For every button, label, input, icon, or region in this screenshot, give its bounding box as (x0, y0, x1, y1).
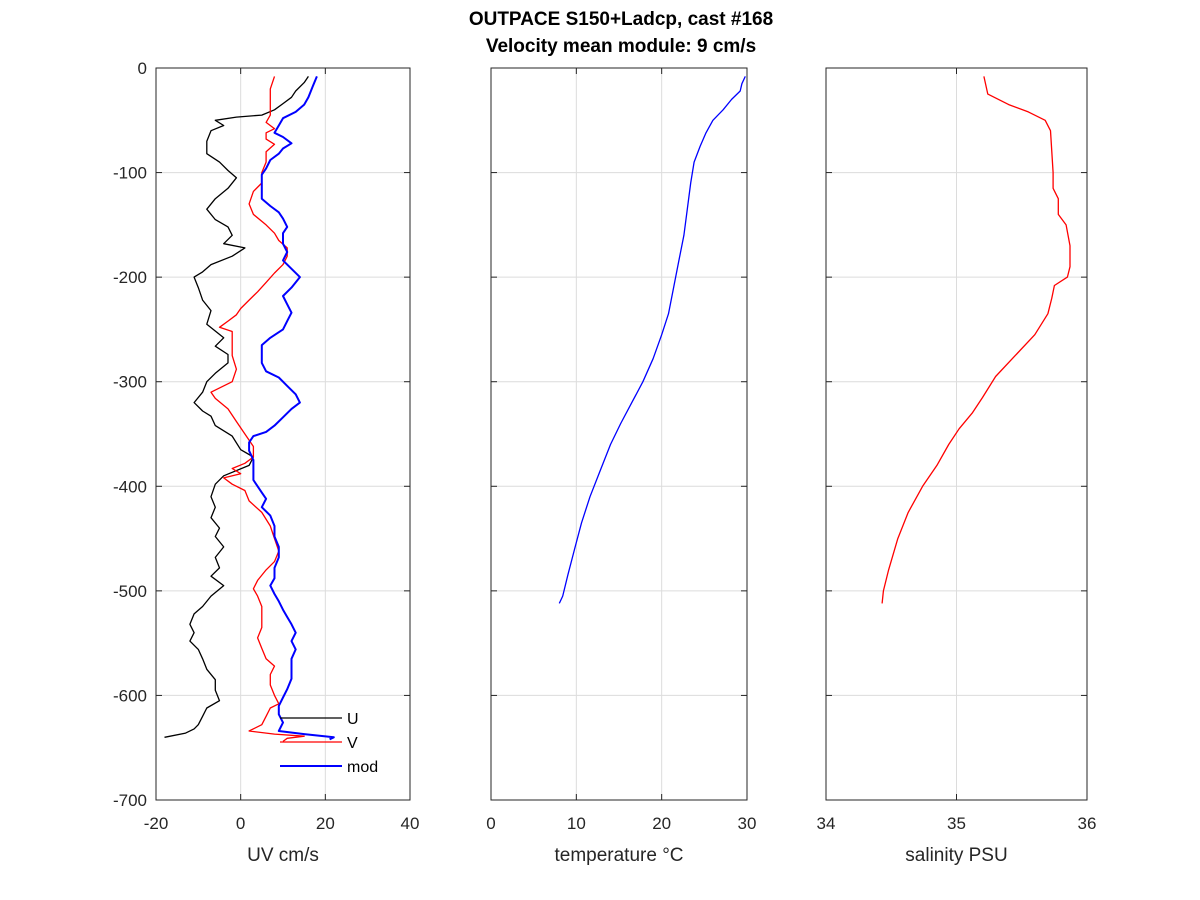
x-tick-label: 30 (738, 814, 757, 833)
series-line-u (164, 76, 309, 738)
axes-box (490, 67, 748, 801)
x-tick-label: 20 (316, 814, 335, 833)
panel-1: -20 0 20 400-100-200-300-400-500-600-700UV … (113, 59, 419, 866)
y-tick-label: -100 (113, 164, 147, 183)
legend-label-v: V (347, 735, 358, 752)
y-tick-label: -500 (113, 582, 147, 601)
x-tick-label: 35 (947, 814, 966, 833)
figure-title-line-2: Velocity mean module: 9 cm/s (486, 36, 756, 57)
x-tick-label: 20 (652, 814, 671, 833)
x-axis-label: salinity PSU (905, 845, 1007, 866)
x-tick-label: -20 (144, 814, 169, 833)
y-tick-label: -700 (113, 791, 147, 810)
subplot-panels: -20 0 20 400-100-200-300-400-500-600-700UV … (113, 59, 1096, 866)
y-tick-label: -600 (113, 686, 147, 705)
series-line-profile-3 (881, 76, 1071, 604)
legend-label-mod: mod (347, 759, 378, 776)
panel-3: 34 35 36 salinity PSU (817, 67, 1097, 866)
y-tick-label: -300 (113, 373, 147, 392)
x-tick-label: 34 (817, 814, 836, 833)
x-tick-label: 0 (236, 814, 245, 833)
series-line-mod (248, 76, 335, 741)
panel-2: 0 10 20 30 temperature °C (486, 67, 757, 866)
figure-title-line-1: OUTPACE S150+Ladcp, cast #168 (469, 9, 773, 30)
x-tick-label: 0 (486, 814, 495, 833)
legend-label-u: U (347, 711, 359, 728)
x-tick-label: 10 (567, 814, 586, 833)
x-axis-label: temperature °C (554, 845, 683, 866)
axes-box (155, 67, 411, 801)
y-tick-label: -200 (113, 268, 147, 287)
y-tick-label: 0 (138, 59, 147, 78)
x-axis-label: UV cm/s (247, 845, 319, 866)
series-line-profile-2 (558, 76, 746, 604)
x-tick-label: 40 (401, 814, 420, 833)
y-tick-label: -400 (113, 477, 147, 496)
x-tick-label: 36 (1078, 814, 1097, 833)
series-line-v (210, 76, 305, 742)
